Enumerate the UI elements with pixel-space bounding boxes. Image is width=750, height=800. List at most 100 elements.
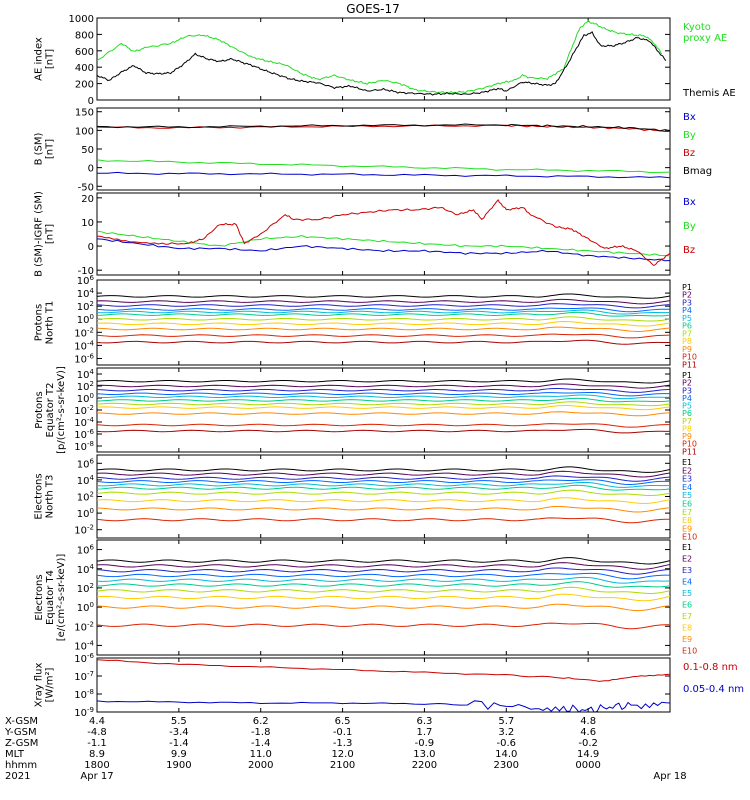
channel-line (97, 517, 670, 524)
series-line (97, 198, 670, 267)
axis-row-value: -1.4 (169, 738, 189, 749)
axis-row-value: 6.5 (335, 716, 351, 727)
channel-label: P9 (682, 432, 692, 441)
plot-area (97, 293, 670, 345)
axis-row-value: 2200 (412, 760, 437, 771)
channel-label: E3 (682, 475, 692, 484)
series-line (97, 238, 670, 262)
panel-frame (96, 279, 671, 366)
panel-db_sm: -10 0 10 20 B (SM)-IGRF (SM) [nT] Bx By Bz (34, 191, 696, 277)
channel-line (97, 321, 670, 327)
channel-line (97, 411, 670, 417)
channel-line (97, 466, 670, 473)
channel-label: P9 (682, 345, 692, 354)
axis-row-value: -3.4 (169, 727, 189, 738)
channel-line (97, 378, 670, 384)
channel-label: P3 (682, 298, 692, 307)
y-tick-label: 200 (75, 80, 94, 91)
y-axis-label: [p/(cm²-s-sr-keV)] (56, 366, 67, 454)
channel-line (97, 311, 670, 317)
series-line (97, 230, 670, 257)
channel-label: E3 (682, 566, 692, 575)
y-tick-label: 150 (75, 108, 94, 119)
axis-row-label: Z-GSM (5, 738, 38, 749)
y-tick-label: 0 (88, 164, 94, 175)
channel-label: P5 (682, 314, 692, 323)
y-tick-label: 1000 (69, 14, 94, 25)
panel-e_t4: 106 104 102 100 10-2 10-4 Electrons Equator T4[… (34, 539, 697, 656)
axis-row-label: MLT (5, 749, 25, 760)
axis-row-value: 4.8 (580, 716, 596, 727)
channel-line (97, 316, 670, 322)
axis-row-value: -1.1 (87, 738, 107, 749)
y-tick-label: 10-8 (74, 440, 94, 453)
axis-row-value: -1.4 (251, 738, 271, 749)
series-line (97, 659, 670, 682)
channel-line (97, 484, 670, 491)
channel-label: E8 (682, 624, 692, 633)
axis-row-value: 13.0 (413, 749, 435, 760)
y-axis-label: [nT] (45, 49, 56, 69)
channel-line (97, 339, 670, 345)
start-date-label: Apr 17 (80, 771, 113, 782)
axis-row-value: -0.2 (578, 738, 598, 749)
channel-line (97, 603, 670, 612)
channel-label: P7 (682, 417, 692, 426)
channel-label: E5 (682, 589, 692, 598)
y-tick-label: 106 (77, 544, 95, 557)
channel-line (97, 586, 670, 594)
series-line (97, 123, 670, 132)
channel-line (97, 475, 670, 482)
axis-row-value: 9.9 (171, 749, 187, 760)
y-axis-label: Equator T4 (45, 570, 56, 625)
plot-area (97, 20, 667, 96)
y-tick-label: 10-7 (74, 670, 94, 683)
axis-row-value: 14.9 (577, 749, 599, 760)
axis-row-label: hhmm (5, 760, 37, 771)
panel-frame (96, 454, 671, 539)
channel-line (97, 505, 670, 513)
axis-row-label: Y-GSM (4, 727, 37, 738)
channel-label: E9 (682, 524, 692, 533)
channel-line (97, 489, 670, 496)
channel-line (97, 567, 670, 575)
channel-line (97, 293, 670, 299)
channel-line (97, 383, 670, 389)
y-axis-label: B (SM) (34, 132, 45, 165)
channel-label: P10 (682, 440, 697, 449)
end-date-label: Apr 18 (653, 771, 686, 782)
channel-line (97, 333, 670, 339)
y-axis-label: Equator T2 (45, 383, 56, 438)
axis-row-value: 11.0 (250, 749, 272, 760)
series-line (97, 159, 670, 174)
channel-label: P1 (682, 371, 692, 380)
panel-frame (96, 657, 671, 713)
channel-line (97, 557, 670, 565)
channel-line (97, 572, 670, 580)
channel-line (97, 307, 670, 313)
axis-row-value: 2100 (330, 760, 355, 771)
axis-row-value: -1.3 (333, 738, 353, 749)
series-line (97, 171, 670, 179)
channel-line (97, 581, 670, 588)
y-tick-label: 102 (77, 300, 94, 313)
channel-label: E10 (682, 647, 697, 656)
y-axis-label: [e/(cm²-s-sr-keV)] (56, 554, 67, 642)
channel-label: P6 (682, 322, 692, 331)
axis-row-value: 1900 (166, 760, 191, 771)
channel-label: E1 (682, 543, 692, 552)
panel-ae: 0 200 400 600 800 1000 AE index [nT] Kyotoproxy … (34, 14, 736, 107)
y-axis-label: North T3 (45, 475, 56, 519)
axis-row-value: 0000 (575, 760, 600, 771)
channel-label: P8 (682, 337, 692, 346)
y-tick-label: 102 (77, 582, 94, 595)
legend-entry: By (683, 221, 696, 232)
channel-label: E6 (682, 601, 692, 610)
axis-row-value: 4.4 (89, 716, 105, 727)
series-line (97, 700, 670, 712)
channel-line (97, 303, 670, 309)
y-axis-label: [nT] (45, 224, 56, 244)
axis-row-value: 6.3 (416, 716, 432, 727)
y-axis-label: Protons (34, 304, 45, 341)
